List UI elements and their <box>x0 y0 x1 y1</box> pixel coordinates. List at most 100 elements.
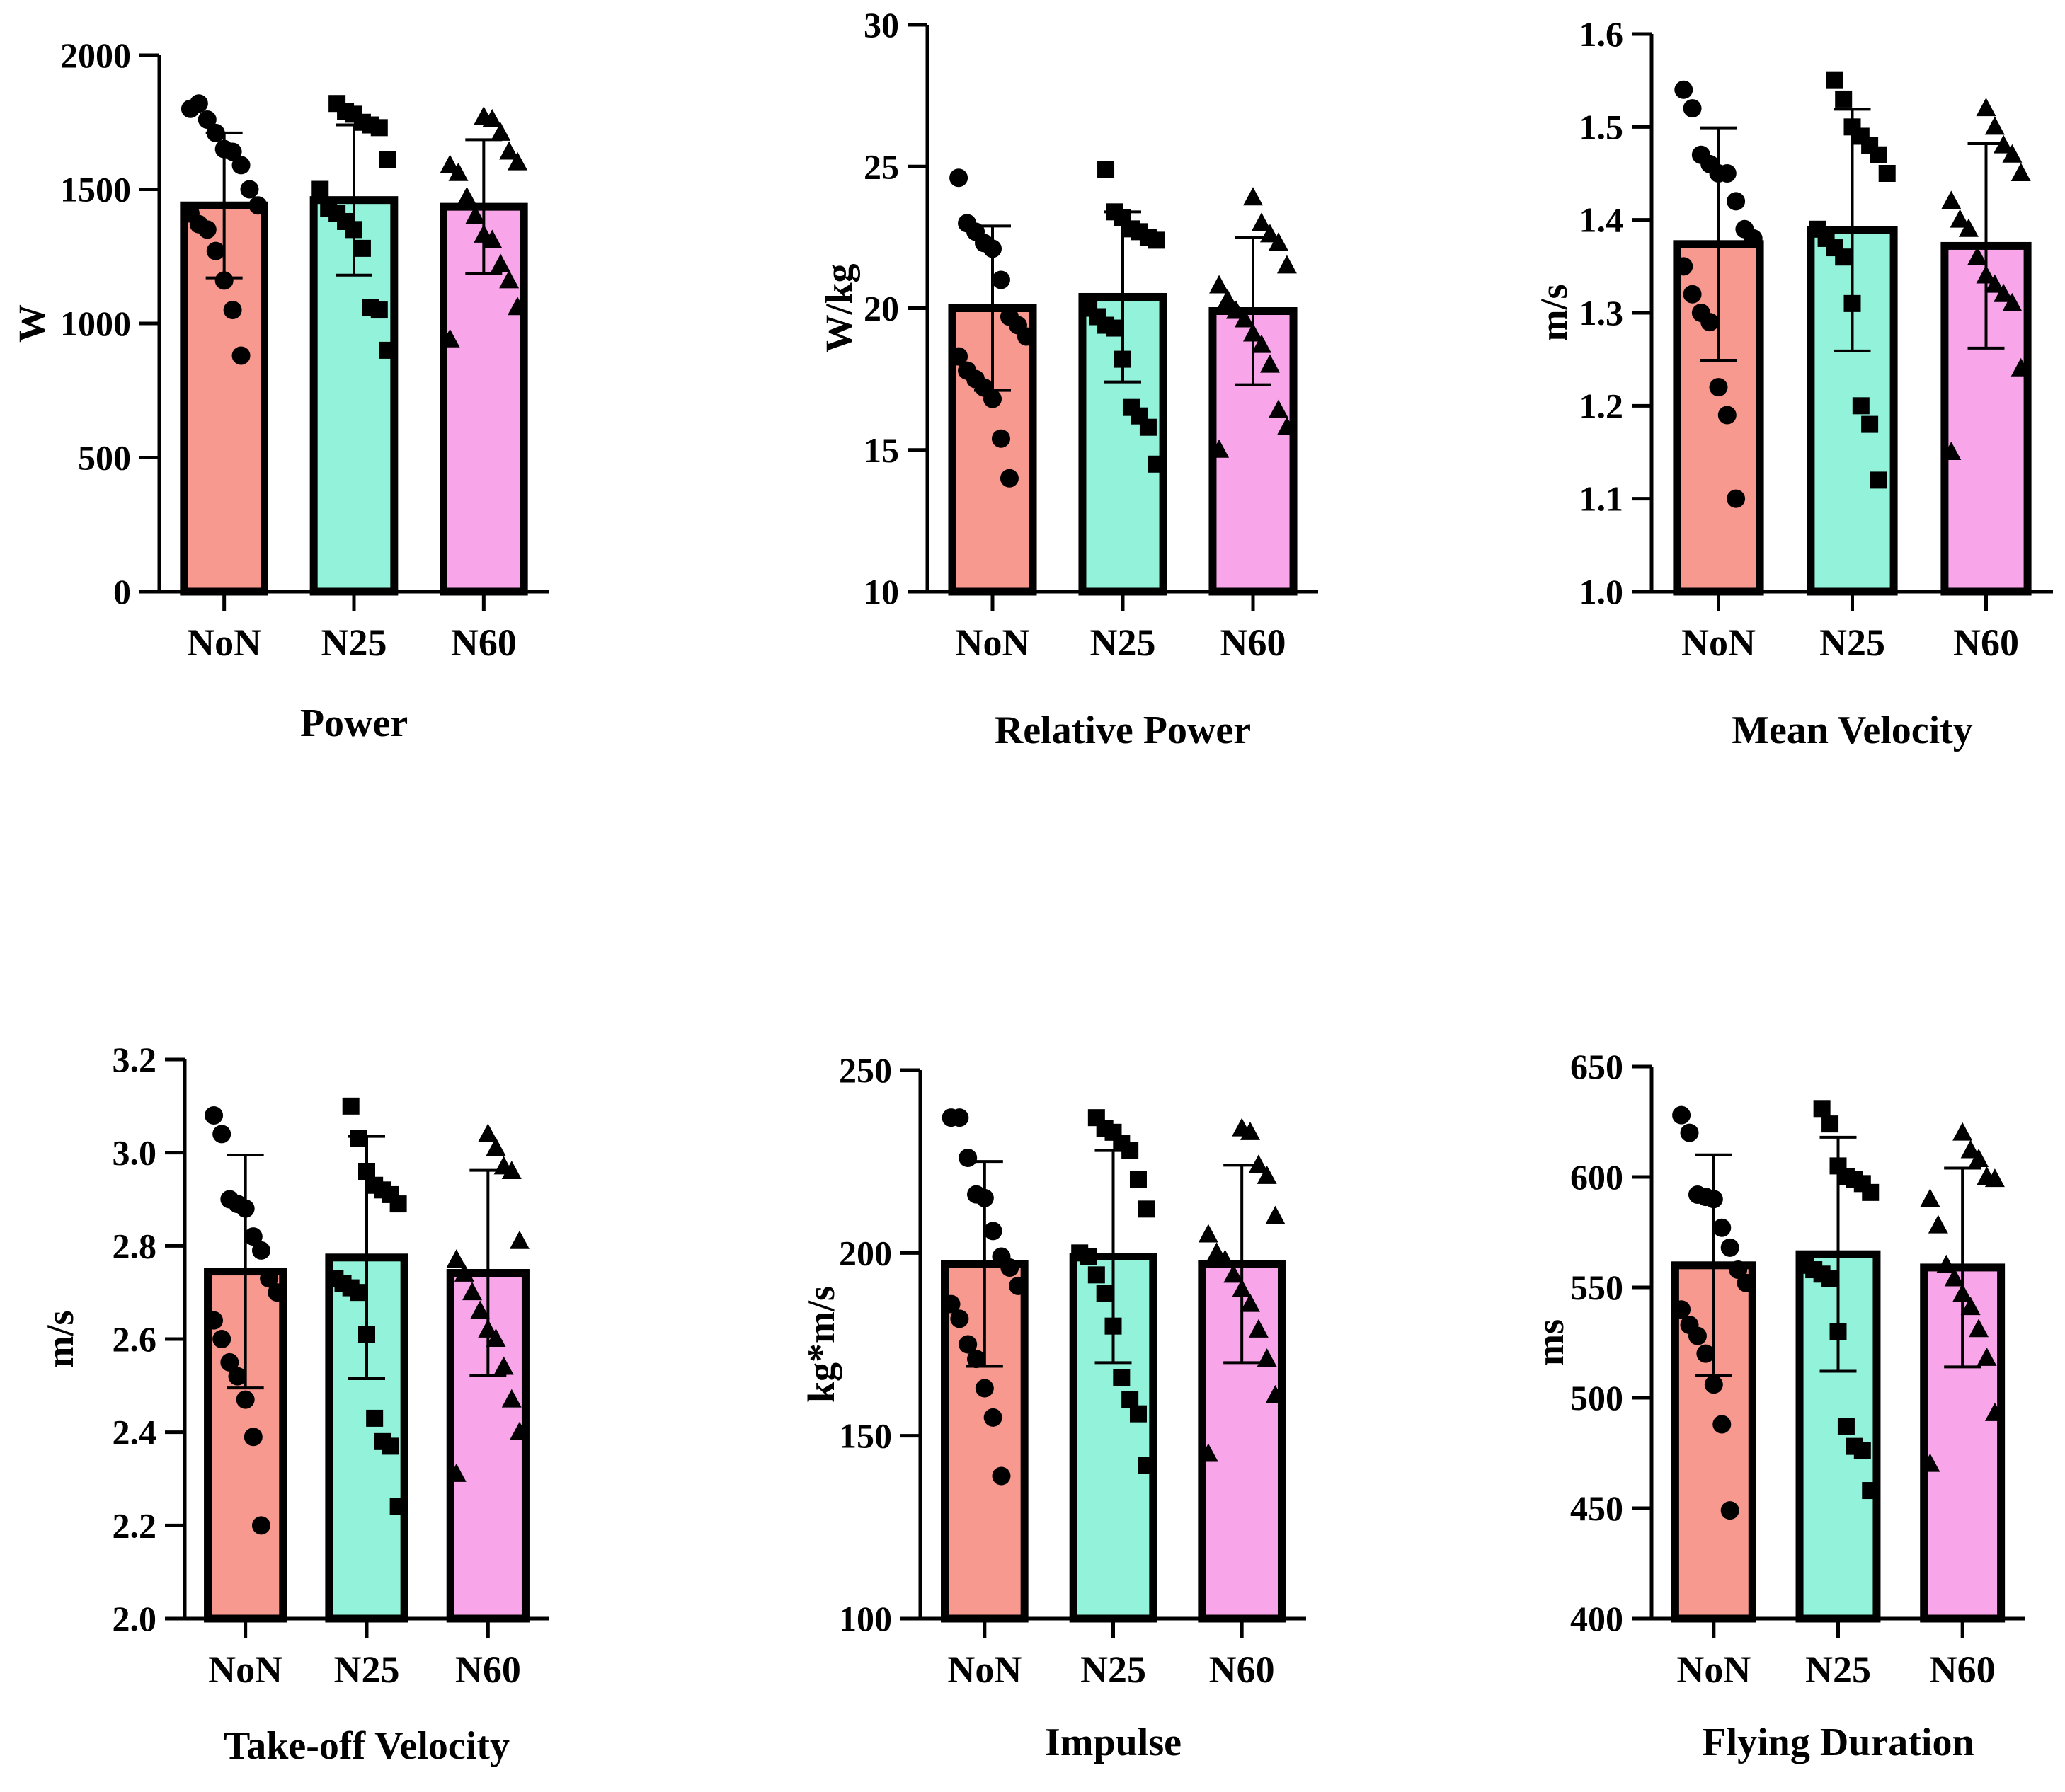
data-point-n60 <box>501 1161 522 1179</box>
y-tick-label: 2.0 <box>113 1599 157 1638</box>
data-point-n25 <box>1853 1442 1871 1459</box>
y-tick-label: 1.0 <box>1579 572 1624 611</box>
data-point-n60 <box>1268 399 1288 418</box>
data-point-non <box>240 180 259 199</box>
data-point-n25 <box>1121 1391 1139 1408</box>
data-point-n25 <box>358 1326 375 1343</box>
y-tick-label: 500 <box>1570 1378 1623 1418</box>
data-point-n60 <box>1198 1224 1218 1243</box>
data-point-n60 <box>1248 1154 1269 1173</box>
chart-panel-flying-duration: NoN N25 N60 400 450 500 550 600 650 ms Flying Dura… <box>1529 1047 2025 1764</box>
data-point-n60 <box>1240 1121 1260 1140</box>
data-point-non <box>248 196 268 215</box>
category-label: N60 <box>1209 1648 1275 1691</box>
chart-panel-relative-power: NoN N25 N60 10 15 20 25 30 W/kg Relative Power <box>818 5 1318 752</box>
y-tick-label: 20 <box>864 289 899 328</box>
data-point-n60 <box>1944 1268 1964 1287</box>
data-point-n60 <box>1209 439 1230 458</box>
data-point-n60 <box>457 186 477 205</box>
data-point-n60 <box>1259 354 1280 373</box>
y-tick-label: 1.3 <box>1579 293 1624 333</box>
data-point-n25 <box>1862 1482 1880 1500</box>
category-label: N25 <box>1090 621 1156 664</box>
data-point-n25 <box>389 1498 407 1515</box>
y-tick-label: 500 <box>78 438 131 478</box>
panel-title: Impulse <box>1045 1721 1182 1764</box>
data-point-non <box>1017 327 1036 346</box>
data-point-non <box>244 1227 263 1246</box>
data-point-n25 <box>379 151 396 168</box>
data-point-n25 <box>1096 1285 1114 1302</box>
data-point-n60 <box>486 1137 506 1156</box>
y-tick-label: 150 <box>839 1416 892 1456</box>
data-point-n60 <box>1969 1149 1989 1168</box>
data-point-n60 <box>1215 1249 1235 1268</box>
data-point-non <box>1696 1344 1715 1363</box>
data-point-non <box>983 239 1002 258</box>
data-point-n60 <box>1984 116 2005 135</box>
data-point-non <box>1727 192 1746 211</box>
data-point-n60 <box>1952 1283 1973 1302</box>
data-point-non <box>1720 1238 1739 1257</box>
data-point-non <box>1717 164 1737 183</box>
data-point-non <box>1672 1300 1691 1319</box>
data-point-non <box>1709 378 1728 397</box>
data-point-n60 <box>491 253 511 272</box>
data-point-non <box>231 156 251 175</box>
data-point-n60 <box>1257 1165 1277 1184</box>
y-tick-label: 1.6 <box>1579 14 1624 54</box>
data-point-non <box>1688 1326 1707 1345</box>
y-tick-label: 2.2 <box>113 1505 157 1545</box>
error-bar-n60 <box>1944 1166 1981 1369</box>
data-point-n60 <box>1976 98 1996 117</box>
data-point-n60 <box>1984 274 2005 293</box>
data-point-n25 <box>353 239 371 257</box>
data-point-n25 <box>366 1409 384 1427</box>
data-point-non <box>251 1241 270 1260</box>
data-point-non <box>1674 80 1693 99</box>
data-point-non <box>1727 489 1746 508</box>
data-point-non <box>1700 313 1720 332</box>
data-point-n25 <box>382 1437 399 1455</box>
data-point-n60 <box>1994 283 2014 302</box>
data-point-n60 <box>1952 1122 1973 1141</box>
data-point-n60 <box>478 1123 498 1142</box>
data-point-non <box>212 1125 231 1144</box>
data-point-non <box>206 123 225 142</box>
data-point-n25 <box>345 221 362 239</box>
data-point-n25 <box>1087 1266 1105 1284</box>
y-axis-label: m/s <box>1533 285 1575 342</box>
data-point-n60 <box>2010 163 2031 181</box>
error-bar-non <box>227 1153 264 1390</box>
data-point-n60 <box>462 1282 483 1301</box>
data-point-n60 <box>1928 1214 1948 1234</box>
data-point-n25 <box>1104 1317 1122 1335</box>
data-point-non <box>1720 1501 1739 1520</box>
y-tick-label: 250 <box>839 1050 892 1090</box>
category-label: NoN <box>208 1648 282 1691</box>
data-point-n60 <box>509 1421 530 1440</box>
data-point-n25 <box>1826 71 1843 89</box>
y-tick-label: 2.4 <box>113 1413 157 1452</box>
data-point-n25 <box>1129 1405 1147 1423</box>
data-point-n60 <box>1232 1279 1252 1297</box>
y-axis-label: m/s <box>39 1311 81 1368</box>
data-point-non <box>983 1408 1002 1427</box>
data-point-non <box>967 1350 986 1369</box>
panel-title: Flying Duration <box>1702 1721 1974 1764</box>
data-point-n60 <box>486 1328 506 1347</box>
data-point-n60 <box>1941 190 1962 209</box>
data-point-non <box>950 1108 969 1127</box>
data-point-non <box>983 1222 1002 1241</box>
data-point-non <box>983 389 1002 408</box>
data-point-non <box>1704 1190 1723 1209</box>
category-label: N25 <box>1080 1648 1146 1691</box>
data-point-n60 <box>1920 1453 1940 1472</box>
data-point-n60 <box>1248 1319 1269 1338</box>
category-label: N60 <box>451 621 517 664</box>
data-point-non <box>1717 406 1737 425</box>
data-point-non <box>1712 1415 1732 1434</box>
y-tick-label: 30 <box>864 5 899 45</box>
data-point-n25 <box>1148 455 1165 473</box>
data-point-non <box>214 271 234 290</box>
